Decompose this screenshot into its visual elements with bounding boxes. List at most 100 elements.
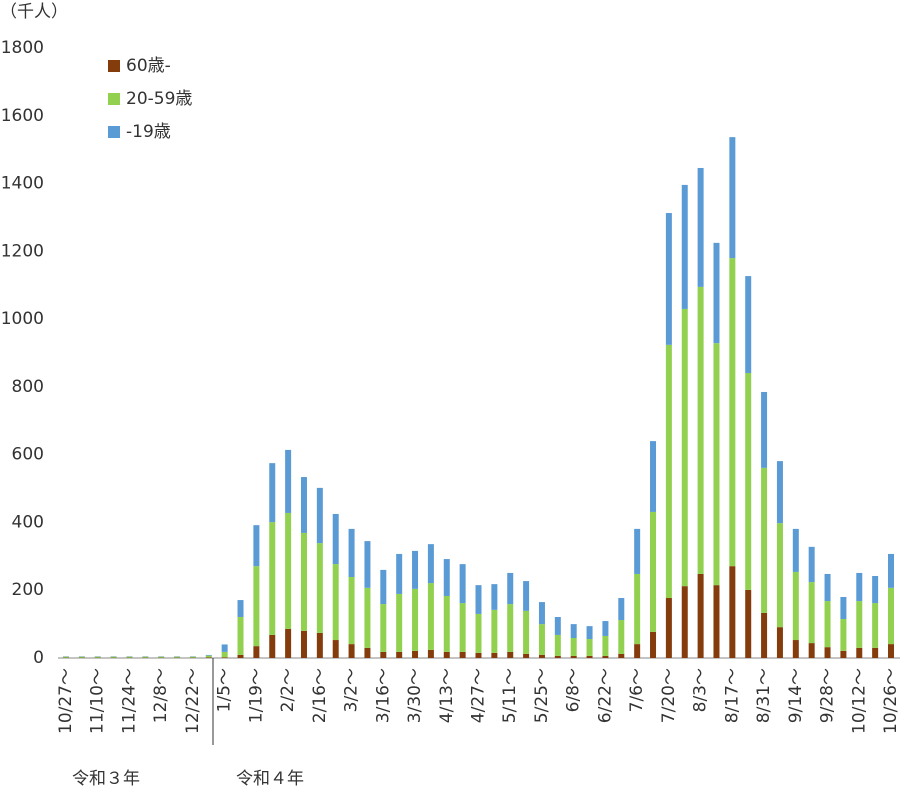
bar-segment: [300, 477, 307, 533]
bar-segment: [285, 628, 292, 658]
bar-segment: [507, 572, 514, 605]
bar-segment: [459, 564, 466, 604]
bar-segment: [300, 630, 307, 658]
bar-segment: [427, 583, 434, 650]
x-tick-label: 11/24～: [119, 668, 139, 734]
bar-segment: [491, 584, 498, 610]
x-tick-label: 1/19～: [246, 668, 266, 723]
y-tick-label: 0: [33, 648, 44, 668]
bar-segment: [412, 650, 419, 658]
x-tick-label: 10/26～: [881, 668, 901, 734]
bar-segment: [634, 573, 641, 645]
bar-segment: [618, 598, 625, 621]
bar-segment: [570, 638, 577, 656]
legend-label: 60歳-: [126, 56, 171, 76]
bar-segment: [824, 647, 831, 658]
bar-segment: [792, 640, 799, 658]
y-tick-label: 1600: [1, 106, 44, 126]
bar-segment: [348, 644, 355, 658]
bar-segment: [158, 656, 165, 658]
bar-segment: [253, 525, 260, 567]
bar-segment: [650, 511, 657, 632]
bar-segment: [808, 643, 815, 658]
bar-segment: [697, 573, 704, 658]
bar-segment: [253, 646, 260, 658]
x-tick-label: 9/28～: [818, 668, 838, 723]
bar-segment: [872, 647, 879, 658]
x-tick-label: 4/27～: [469, 668, 489, 723]
bar-segment: [761, 391, 768, 468]
bar-segment: [427, 544, 434, 584]
bar-segment: [475, 585, 482, 614]
x-tick-label: 3/16～: [373, 668, 393, 723]
bar-segment: [792, 571, 799, 641]
bar-segment: [665, 213, 672, 345]
bar-segment: [697, 286, 704, 574]
bar-segment: [332, 564, 339, 641]
y-tick-label: 200: [12, 580, 44, 600]
bar-segment: [681, 586, 688, 658]
bar-segment: [364, 647, 371, 658]
bar-segment: [205, 655, 212, 658]
bar-segment: [808, 546, 815, 583]
bar-segment: [872, 575, 879, 604]
bar-segment: [586, 626, 593, 640]
x-tick-label: 12/8～: [151, 668, 171, 723]
bar-segment: [316, 487, 323, 544]
bar-segment: [221, 644, 228, 652]
bar-segment: [618, 620, 625, 654]
x-tick-label: 11/10～: [88, 668, 108, 734]
bar-segment: [570, 655, 577, 658]
x-tick-label: 3/30～: [405, 668, 425, 723]
x-tick-label: 6/22～: [595, 668, 615, 723]
bar-segment: [872, 603, 879, 648]
legend-label: 20-59歳: [126, 89, 192, 109]
bar-segment: [507, 604, 514, 652]
bar-segment: [729, 258, 736, 567]
bar-segment: [554, 616, 561, 635]
bar-segment: [776, 461, 783, 524]
bar-segment: [602, 655, 609, 658]
bar-segment: [475, 613, 482, 653]
legend-swatch: [108, 60, 120, 72]
bar-segment: [824, 601, 831, 648]
bar-segment: [840, 619, 847, 651]
x-tick-label: 3/2～: [342, 668, 362, 712]
era-label: 令和４年: [236, 769, 304, 788]
bar-segment: [554, 634, 561, 656]
bar-segment: [332, 640, 339, 658]
bar-segment: [189, 656, 196, 658]
bar-segment: [63, 656, 69, 658]
bar-segment: [78, 656, 85, 658]
bar-segment: [412, 550, 419, 589]
bar-segment: [269, 463, 276, 523]
bar-segment: [269, 634, 276, 658]
bar-segment: [253, 566, 260, 647]
x-tick-label: 4/13～: [437, 668, 457, 723]
bar-segment: [459, 603, 466, 652]
y-tick-label: 800: [12, 377, 44, 397]
bar-segment: [427, 649, 434, 658]
bar-segment: [586, 655, 593, 658]
bar-segment: [729, 566, 736, 658]
bar-segment: [729, 137, 736, 259]
bar-segment: [523, 610, 530, 654]
bar-segment: [94, 656, 101, 658]
bar-segment: [856, 601, 863, 648]
y-tick-label: 1800: [1, 38, 44, 58]
bar-segment: [538, 602, 545, 625]
x-tick-label: 10/27～: [56, 668, 76, 734]
bar-segment: [634, 644, 641, 658]
bar-segment: [205, 657, 212, 658]
bar-segment: [523, 653, 530, 658]
bar-segment: [364, 541, 371, 588]
bar-segment: [554, 655, 561, 658]
bar-segment: [602, 635, 609, 656]
bar-segment: [443, 559, 450, 596]
bar-segment: [237, 600, 244, 617]
x-tick-label: 8/31～: [754, 668, 774, 723]
y-tick-label: 600: [12, 445, 44, 465]
bar-segment: [443, 651, 450, 658]
x-tick-label: 8/17～: [722, 668, 742, 723]
